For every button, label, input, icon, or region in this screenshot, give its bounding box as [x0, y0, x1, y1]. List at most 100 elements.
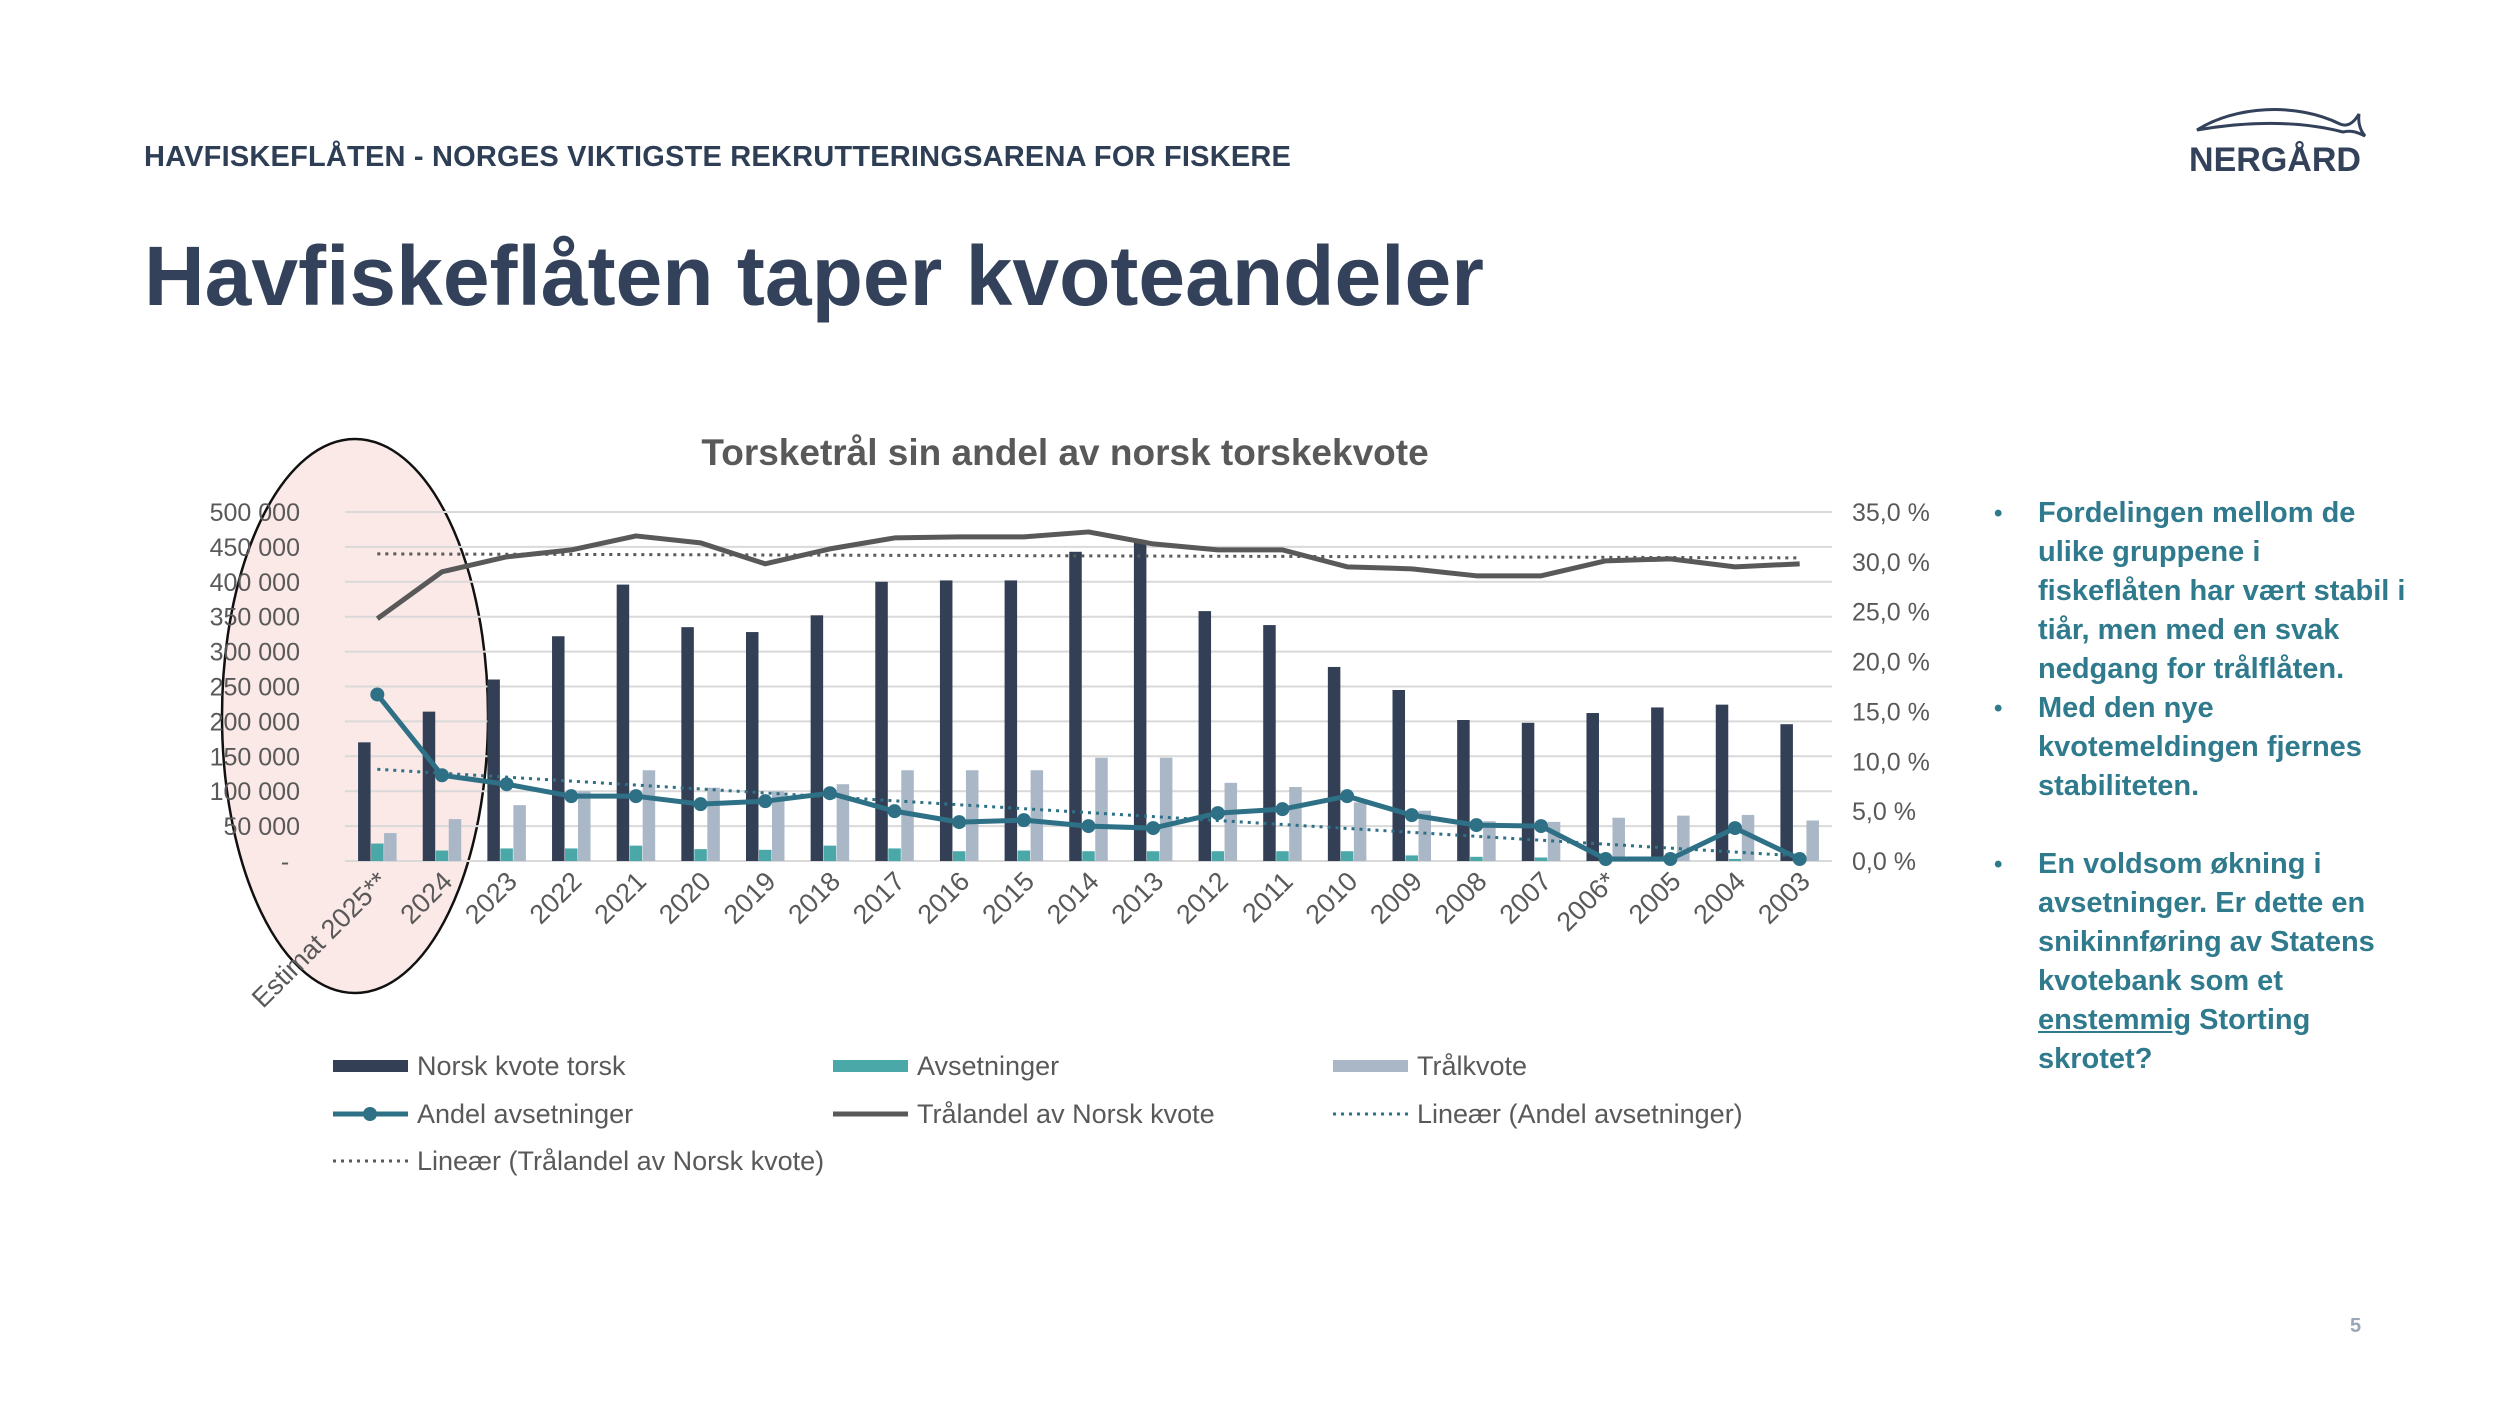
x-tick-label: 2008 [1429, 866, 1493, 930]
bar-norsk-kvote-torsk [1715, 704, 1729, 861]
logo-text: NERGÅRD [2189, 141, 2361, 179]
bar-avsetninger [565, 848, 578, 861]
bar-avsetninger [1082, 851, 1095, 861]
bar-norsk-kvote-torsk [552, 636, 565, 861]
bar-avsetninger [1017, 850, 1031, 861]
chart-title: Torsketrål sin andel av norsk torskekvot… [701, 432, 1428, 473]
bar-tr-lkvote [1418, 810, 1432, 861]
marker-andel-avsetninger [1275, 802, 1290, 817]
y-right-tick-label: 30,0 % [1852, 549, 1930, 577]
y-left-tick-label: 350 000 [210, 604, 300, 632]
bar-tr-lkvote [771, 791, 785, 861]
y-right-tick-label: 10,0 % [1852, 748, 1930, 776]
bar-tr-lkvote [836, 784, 850, 861]
bar-avsetninger [1728, 858, 1742, 861]
bar-norsk-kvote-torsk [358, 742, 371, 861]
legend-andel-avsetninger-marker [363, 1107, 377, 1121]
bar-avsetninger [888, 848, 901, 861]
bullet-3-text-end: Storting skrotet? [2038, 1004, 2311, 1075]
bar-norsk-kvote-torsk [1133, 539, 1147, 861]
legend-tr-landel-av-norsk-kvote-label: Trålandel av Norsk kvote [917, 1099, 1215, 1129]
marker-andel-avsetninger [1534, 819, 1549, 834]
page-title: Havfiskeflåten taper kvoteandeler [144, 229, 1484, 323]
bar-norsk-kvote-torsk [422, 711, 436, 861]
x-tick-label: 2006* [1551, 866, 1622, 937]
x-tick-label: 2012 [1170, 866, 1234, 930]
y-right-tick-label: 5,0 % [1852, 798, 1916, 826]
bar-tr-lkvote [513, 805, 526, 861]
bar-avsetninger [1405, 855, 1419, 861]
bar-norsk-kvote-torsk [1780, 724, 1793, 861]
y-left-tick-label: 50 000 [224, 813, 300, 841]
bar-norsk-kvote-torsk [681, 627, 694, 861]
bar-tr-lkvote [578, 791, 591, 861]
bar-norsk-kvote-torsk [810, 615, 824, 861]
bar-avsetninger [1534, 857, 1548, 861]
x-tick-label: 2009 [1364, 866, 1428, 930]
x-tick-label: 2005 [1623, 866, 1687, 930]
y-left-tick-label: 450 000 [210, 534, 300, 562]
marker-andel-avsetninger [434, 768, 449, 783]
bullet-3-link[interactable]: enstemmig [2038, 1004, 2192, 1036]
y-left-tick-label: 200 000 [210, 708, 300, 736]
marker-andel-avsetninger [1404, 808, 1419, 823]
marker-andel-avsetninger [1340, 789, 1355, 804]
bar-tr-lkvote [1030, 770, 1044, 861]
x-tick-label: 2007 [1494, 866, 1558, 930]
bar-norsk-kvote-torsk [745, 632, 759, 861]
page-number: 5 [2350, 1315, 2362, 1337]
y-right-tick-label: 15,0 % [1852, 698, 1930, 726]
nergard-logo: NERGÅRD [2189, 108, 2367, 179]
bar-tr-lkvote [1224, 782, 1238, 861]
trendline-andel [377, 767, 1800, 858]
x-tick-label: 2021 [588, 866, 652, 930]
x-tick-label: 2014 [1041, 866, 1105, 930]
x-tick-label: 2023 [459, 866, 523, 930]
bar-avsetninger [629, 845, 643, 861]
marker-andel-avsetninger [1792, 852, 1807, 867]
bar-tr-lkvote [1353, 802, 1367, 861]
x-tick-label: 2011 [1236, 866, 1298, 928]
bar-norsk-kvote-torsk [1392, 689, 1406, 861]
bar-tr-lkvote [642, 770, 656, 861]
x-tick-label: 2022 [524, 866, 588, 930]
marker-andel-avsetninger [1728, 821, 1743, 836]
legend-andel-avsetninger-label: Andel avsetninger [417, 1099, 633, 1129]
marker-andel-avsetninger [952, 815, 967, 830]
bar-norsk-kvote-torsk [1198, 611, 1212, 861]
bullet-3-text: En voldsom økning i avsetninger. Er dett… [2038, 848, 2375, 997]
bar-tr-lkvote [1483, 821, 1496, 861]
x-tick-label: 2013 [1106, 866, 1170, 930]
bar-avsetninger [435, 850, 449, 861]
legend-tr-lkvote-label: Trålkvote [1417, 1051, 1527, 1081]
x-tick-label: 2004 [1688, 866, 1752, 930]
marker-andel-avsetninger [1146, 821, 1161, 836]
bullet-1: Fordelingen mellom de ulike gruppene i f… [1990, 494, 2410, 689]
y-left-tick-label: 500 000 [210, 499, 300, 527]
marker-andel-avsetninger [1016, 813, 1031, 828]
x-tick-label: 2003 [1752, 866, 1816, 930]
bar-tr-lkvote [384, 833, 397, 861]
x-tick-label: 2010 [1300, 866, 1364, 930]
bar-tr-lkvote [707, 787, 720, 861]
bar-avsetninger [952, 851, 966, 861]
bullet-2: Med den nye kvotemeldingen fjernes stabi… [1990, 689, 2410, 806]
x-tick-label: 2017 [847, 866, 911, 930]
bar-norsk-kvote-torsk [1457, 720, 1470, 861]
bullet-list: Fordelingen mellom de ulike gruppene i f… [1990, 494, 2410, 1079]
trendline-tralandel [377, 552, 1800, 560]
bar-tr-lkvote [1612, 817, 1625, 861]
x-tick-label: 2018 [782, 866, 846, 930]
marker-andel-avsetninger [564, 789, 579, 804]
x-tick-label: 2016 [912, 866, 976, 930]
bar-tr-lkvote [1095, 757, 1108, 861]
marker-andel-avsetninger [1469, 818, 1484, 833]
bar-avsetninger [1211, 851, 1225, 861]
legend-norsk-kvote-torsk-swatch [333, 1060, 408, 1072]
bar-norsk-kvote-torsk [487, 679, 500, 861]
marker-andel-avsetninger [693, 797, 708, 812]
line-tralandel [375, 529, 1800, 621]
bar-norsk-kvote-torsk [939, 580, 953, 861]
bar-tr-lkvote [448, 819, 462, 861]
bar-norsk-kvote-torsk [1651, 707, 1664, 861]
